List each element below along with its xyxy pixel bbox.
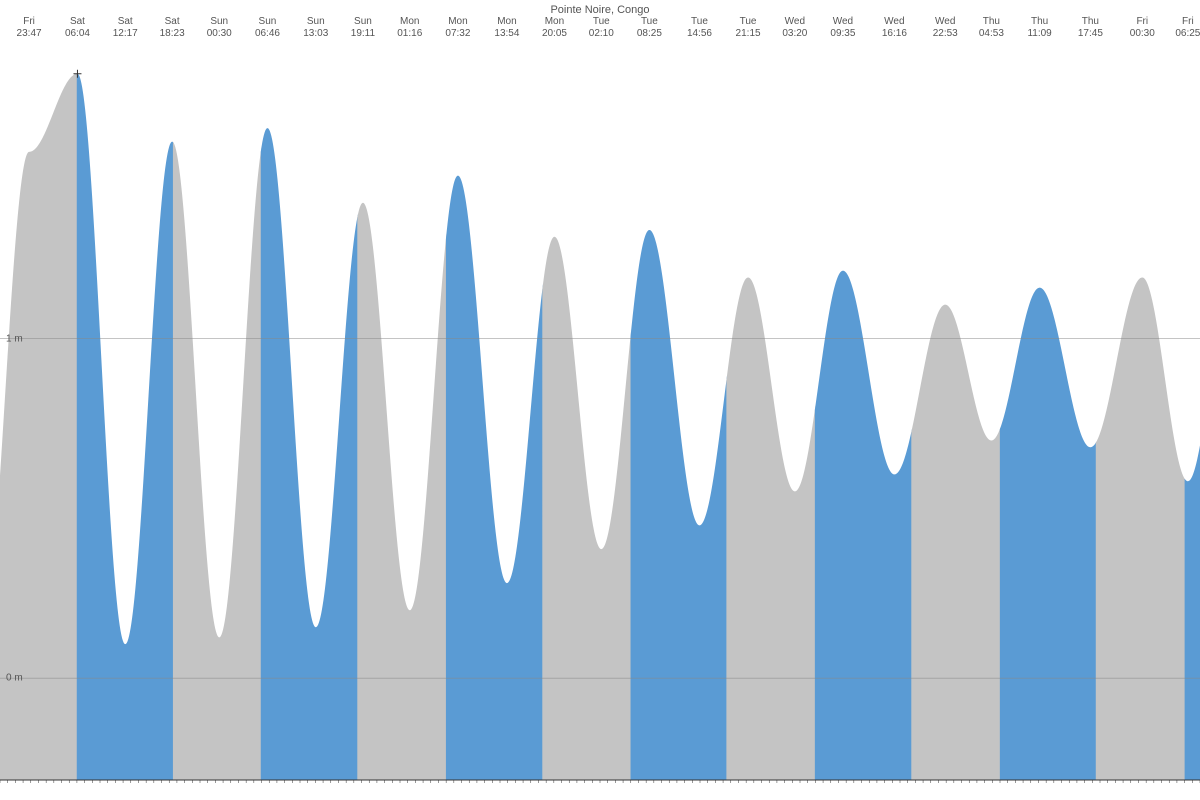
tide-area-day (261, 128, 358, 780)
tide-area-night (173, 142, 262, 780)
tide-area-day (815, 271, 912, 780)
tide-area-day (631, 230, 728, 780)
tide-area-night (357, 203, 446, 780)
tide-area-night (911, 305, 1000, 780)
y-axis-label: 1 m (6, 333, 23, 344)
y-axis-label: 0 m (6, 673, 23, 684)
tide-area-night (542, 237, 631, 780)
tide-area-day (1185, 288, 1200, 780)
tide-area-night (726, 277, 815, 780)
plot-area (0, 0, 1200, 800)
tide-area-day (1000, 288, 1097, 780)
tide-chart: Pointe Noire, Congo Fri23:47Sat06:04Sat1… (0, 0, 1200, 800)
tide-area-day (77, 74, 174, 780)
tide-area-day (446, 176, 543, 780)
tide-area-night (1096, 277, 1186, 780)
